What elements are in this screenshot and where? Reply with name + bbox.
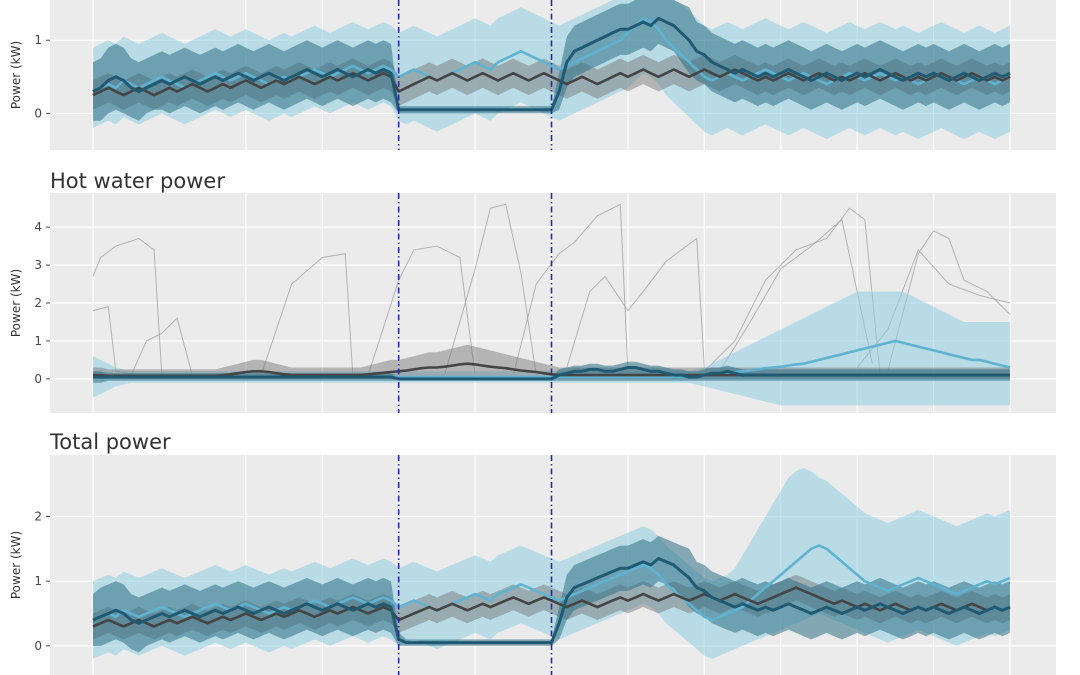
individual-trace [566, 237, 705, 368]
y-tick-label: 4 [34, 220, 42, 234]
individual-trace [367, 245, 476, 376]
y-tick-label: 0 [34, 639, 42, 653]
panel-hot-water-power: Hot water power 0 1 2 3 4 Power (kW) [9, 169, 1056, 413]
y-tick-label: 2 [34, 509, 42, 523]
y-tick-label: 1 [34, 574, 42, 588]
ribbon-band [93, 0, 1010, 121]
ribbon-band [93, 535, 1010, 653]
individual-trace [260, 253, 354, 376]
individual-trace [512, 203, 629, 376]
individual-trace [703, 207, 881, 376]
y-tick-label: 1 [34, 334, 42, 348]
y-tick-labels: 0 1 2 3 4 [34, 220, 50, 386]
event-lines [397, 0, 553, 150]
y-tick-label: 3 [34, 258, 42, 272]
y-axis-label: Power (kW) [9, 269, 23, 337]
y-axis-label: Power (kW) [9, 41, 23, 109]
panel-total-power: Total power 0 1 2 Power (kW) [9, 430, 1056, 675]
panel-other-power: 01 Power (kW) [9, 0, 1056, 150]
individual-trace [444, 203, 537, 376]
series-line [92, 557, 1011, 645]
individual-trace [130, 317, 193, 376]
y-tick-label: 0 [34, 106, 42, 120]
event-lines [397, 455, 553, 675]
y-axis-label: Power (kW) [9, 531, 23, 599]
y-tick-labels: 01 [34, 33, 50, 120]
series-lines [92, 544, 1011, 645]
panel-title-hot-water: Hot water power [50, 169, 225, 193]
y-tick-label: 0 [34, 372, 42, 386]
series-line [92, 544, 1011, 622]
panel-title-total: Total power [49, 430, 171, 454]
event-lines [397, 193, 553, 413]
y-tick-label: 2 [34, 296, 42, 310]
y-tick-labels: 0 1 2 [34, 509, 50, 653]
individual-trace [887, 230, 1011, 372]
individual-trace [719, 218, 873, 372]
y-tick-label: 1 [34, 33, 42, 47]
